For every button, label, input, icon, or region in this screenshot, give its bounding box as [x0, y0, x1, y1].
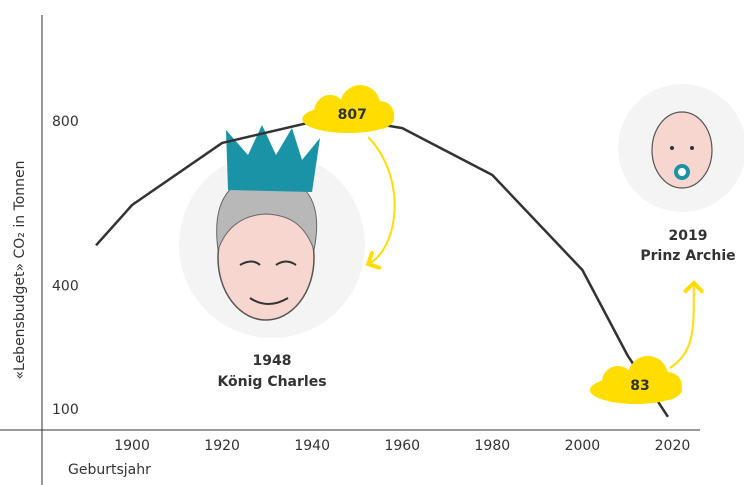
- cloud: 83: [589, 356, 682, 404]
- x-tick-label: 1920: [204, 438, 240, 454]
- x-tick-label: 1940: [294, 438, 330, 454]
- x-tick-label: 1980: [475, 438, 511, 454]
- annotation-name: König Charles: [217, 374, 326, 390]
- value-label: 807: [338, 107, 367, 123]
- cloud-part: [366, 101, 395, 130]
- cloud-part: [653, 372, 682, 400]
- x-tick-label: 1960: [384, 438, 420, 454]
- x-axis-label: Geburtsjahr: [68, 462, 151, 478]
- annotation-name: Prinz Archie: [640, 248, 735, 264]
- cloud: 807: [302, 85, 395, 134]
- archie-illustration: [618, 84, 744, 212]
- cloud-part: [314, 95, 347, 128]
- y-axis-label: «Lebensbudget» CO₂ in Tonnen: [12, 160, 28, 379]
- value-label: 83: [630, 378, 649, 394]
- annotation-year: 1948: [253, 353, 292, 369]
- y-tick-label: 400: [52, 278, 79, 294]
- annotation-year: 2019: [669, 228, 708, 244]
- charles-illustration: [179, 125, 365, 338]
- cloud-part: [601, 366, 634, 398]
- arrow: [669, 283, 694, 369]
- x-tick-label: 2020: [655, 438, 691, 454]
- x-tick-label: 2000: [565, 438, 601, 454]
- y-tick-label: 800: [52, 114, 79, 130]
- x-tick-label: 1900: [114, 438, 150, 454]
- line: [95, 117, 669, 418]
- arrow: [368, 136, 396, 264]
- y-tick-label: 100: [52, 402, 79, 418]
